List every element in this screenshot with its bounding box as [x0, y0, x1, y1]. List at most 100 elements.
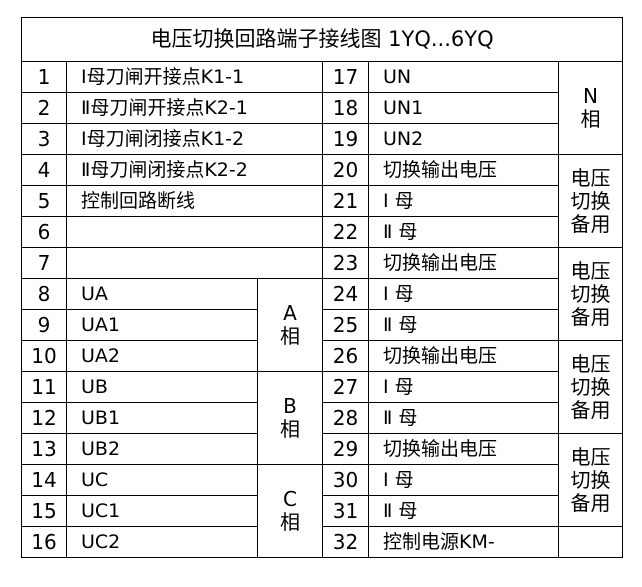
terminal-number: 10	[21, 340, 67, 372]
group-label-line: C	[283, 487, 297, 511]
terminal-description: UN2	[368, 123, 559, 155]
terminal-number: 3	[21, 123, 67, 155]
table-row: 13 UB2 29 切换输出电压 电压 切换 备用	[21, 433, 624, 527]
terminal-number: 2	[21, 92, 67, 124]
table-row: 3 Ⅰ母刀闸闭接点K1-2 19 UN2	[21, 123, 623, 155]
terminal-description: Ⅰ 母	[368, 464, 559, 496]
terminal-description: Ⅱ母刀闸闭接点K2-2	[66, 154, 323, 186]
terminal-description: Ⅰ 母	[368, 185, 559, 217]
table-row: 9 UA1 25 Ⅱ 母	[21, 309, 623, 341]
terminal-number: 31	[322, 495, 369, 527]
table-row: 7 23 切换输出电压 电压 切换 备用	[21, 247, 624, 341]
terminal-description: UC1	[66, 495, 258, 527]
terminal-number: 29	[322, 433, 369, 465]
terminal-description: 控制回路断线	[66, 185, 323, 217]
terminal-number: 5	[21, 185, 67, 217]
group-label-line: 备用	[570, 211, 611, 236]
group-label	[557, 526, 624, 558]
table-row: 1 Ⅰ母刀闸开接点K1-1 17 UN N 相	[21, 61, 624, 155]
terminal-number: 17	[322, 61, 369, 93]
group-label-line: 相	[280, 324, 300, 348]
table-row: 8 UA A 相 24 Ⅰ 母	[21, 278, 623, 372]
terminal-description: Ⅰ 母	[368, 278, 559, 310]
group-label-line: 电压	[570, 351, 611, 376]
terminal-description	[66, 247, 323, 279]
table-row: 2 Ⅱ母刀闸开接点K2-1 18 UN1	[21, 92, 623, 124]
terminal-number: 12	[21, 402, 67, 434]
terminal-number: 23	[322, 247, 369, 279]
group-label-line: 电压	[570, 165, 611, 190]
table-row: 4 Ⅱ母刀闸闭接点K2-2 20 切换输出电压 电压 切换 备用	[21, 154, 624, 248]
terminal-number: 25	[322, 309, 369, 341]
terminal-number: 7	[21, 247, 67, 279]
terminal-number: 22	[322, 216, 369, 248]
group-label-line: 备用	[570, 397, 611, 422]
terminal-number: 26	[322, 340, 369, 372]
group-label-line: 切换	[570, 188, 611, 213]
terminal-description: 切换输出电压	[368, 247, 559, 279]
group-label: 电压 切换 备用	[557, 247, 624, 341]
terminal-description: Ⅱ 母	[368, 402, 559, 434]
terminal-description: UC2	[66, 526, 258, 558]
group-label-line: 切换	[570, 374, 611, 399]
terminal-number: 24	[322, 278, 369, 310]
terminal-number: 8	[21, 278, 67, 310]
terminal-description	[66, 216, 323, 248]
table-row: 16 UC2 32 控制电源KM-	[21, 526, 624, 558]
terminal-description: UB1	[66, 402, 258, 434]
terminal-description: UC	[66, 464, 258, 496]
terminal-number: 16	[21, 526, 67, 558]
group-label: 电压 切换 备用	[557, 433, 624, 527]
group-label-line: 切换	[570, 281, 611, 306]
table-row: 15 UC1 31 Ⅱ 母	[21, 495, 623, 527]
terminal-description: Ⅱ母刀闸开接点K2-1	[66, 92, 323, 124]
terminal-description: 切换输出电压	[368, 154, 559, 186]
terminal-description: Ⅰ母刀闸闭接点K1-2	[66, 123, 323, 155]
terminal-description: Ⅰ 母	[368, 371, 559, 403]
terminal-description: UB2	[66, 433, 258, 465]
group-label-line: A	[283, 301, 297, 325]
group-label-line: 备用	[570, 304, 611, 329]
terminal-number: 13	[21, 433, 67, 465]
terminal-description: Ⅱ 母	[368, 309, 559, 341]
terminal-description: Ⅰ母刀闸开接点K1-1	[66, 61, 323, 93]
table-row: 10 UA2 26 切换输出电压 电压 切换 备用	[21, 340, 624, 434]
terminal-number: 20	[322, 154, 369, 186]
table-row: 14 UC C 相 30 Ⅰ 母	[21, 464, 623, 558]
group-label: 电压 切换 备用	[557, 154, 624, 248]
terminal-description: Ⅱ 母	[368, 495, 559, 527]
terminal-number: 28	[322, 402, 369, 434]
terminal-number: 32	[322, 526, 369, 558]
group-label-line: 备用	[570, 490, 611, 515]
terminal-description: 控制电源KM-	[368, 526, 559, 558]
group-label: 电压 切换 备用	[557, 340, 624, 434]
terminal-number: 1	[21, 61, 67, 93]
table-row: 11 UB B 相 27 Ⅰ 母	[21, 371, 623, 465]
terminal-number: 18	[322, 92, 369, 124]
terminal-number: 15	[21, 495, 67, 527]
group-label-line: 相	[580, 107, 601, 131]
terminal-number: 21	[322, 185, 369, 217]
terminal-description: Ⅱ 母	[368, 216, 559, 248]
group-label-line: 电压	[570, 258, 611, 283]
terminal-number: 9	[21, 309, 67, 341]
terminal-number: 11	[21, 371, 67, 403]
terminal-description: 切换输出电压	[368, 433, 559, 465]
terminal-description: UN	[368, 61, 559, 93]
terminal-description: UA2	[66, 340, 258, 372]
terminal-wiring-table: 电压切换回路端子接线图 1YQ...6YQ 1 Ⅰ母刀闸开接点K1-1 17 UN N 相…	[20, 17, 624, 558]
terminal-description: UA	[66, 278, 258, 310]
group-label-line: 相	[280, 417, 300, 441]
group-label-line: 切换	[570, 467, 611, 492]
terminal-number: 14	[21, 464, 67, 496]
terminal-number: 4	[21, 154, 67, 186]
terminal-number: 6	[21, 216, 67, 248]
table-row: 12 UB1 28 Ⅱ 母	[21, 402, 623, 434]
title-row: 电压切换回路端子接线图 1YQ...6YQ	[20, 17, 624, 62]
group-label-line: N	[583, 84, 599, 108]
terminal-number: 30	[322, 464, 369, 496]
